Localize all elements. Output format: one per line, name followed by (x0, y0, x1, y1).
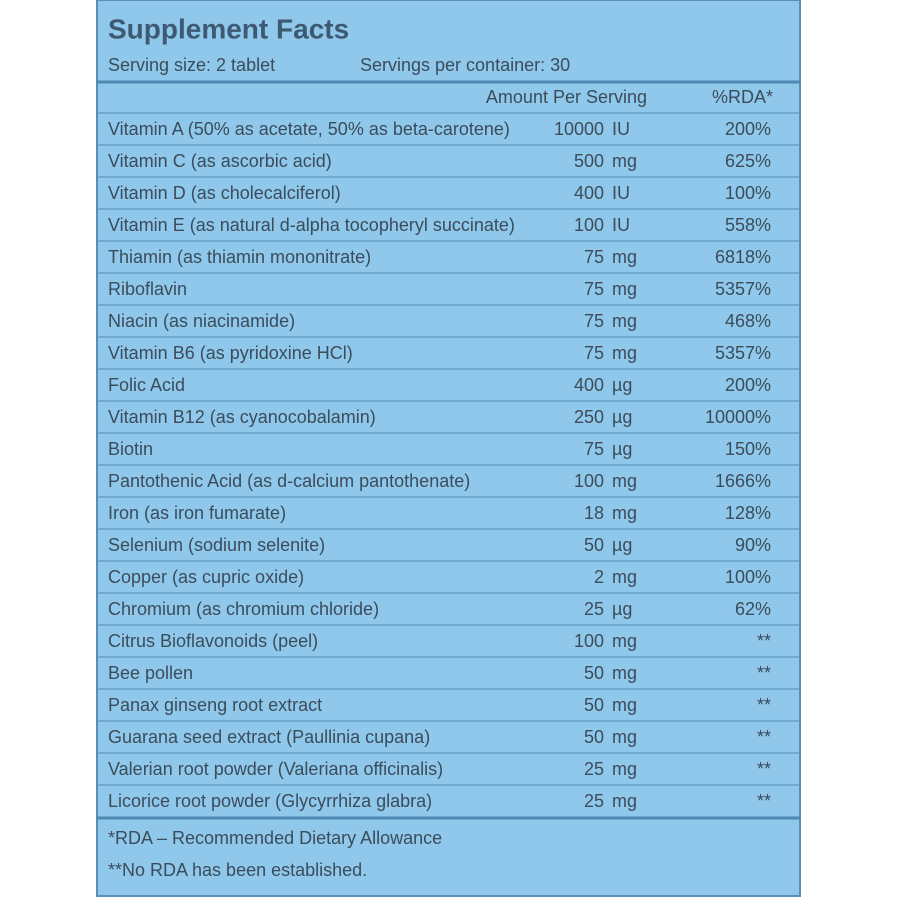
amount: 2 (594, 567, 604, 587)
nutrient-name: Folic Acid (108, 375, 185, 395)
servings-per-container: Servings per container: 30 (360, 55, 570, 75)
unit: mg (612, 791, 637, 811)
footnote: **No RDA has been established. (108, 860, 367, 880)
serving-size: Serving size: 2 tablet (108, 55, 275, 75)
unit: mg (612, 311, 637, 331)
unit: µg (612, 375, 632, 395)
rda: 558% (725, 215, 771, 235)
unit: IU (612, 215, 630, 235)
nutrient-name: Copper (as cupric oxide) (108, 567, 304, 587)
nutrient-name: Iron (as iron fumarate) (108, 503, 286, 523)
nutrient-name: Citrus Bioflavonoids (peel) (108, 631, 318, 651)
nutrient-name: Riboflavin (108, 279, 187, 299)
column-header: %RDA* (712, 87, 773, 107)
rda: 90% (735, 535, 771, 555)
rda: 150% (725, 439, 771, 459)
unit: µg (612, 599, 632, 619)
unit: mg (612, 279, 637, 299)
footnote: *RDA – Recommended Dietary Allowance (108, 828, 442, 848)
amount: 50 (584, 727, 604, 747)
amount: 400 (574, 183, 604, 203)
rda: 100% (725, 183, 771, 203)
unit: IU (612, 119, 630, 139)
rda: 468% (725, 311, 771, 331)
unit: mg (612, 503, 637, 523)
nutrient-name: Vitamin E (as natural d-alpha tocopheryl… (108, 215, 515, 235)
column-header: Amount Per Serving (486, 87, 647, 107)
unit: mg (612, 759, 637, 779)
unit: µg (612, 407, 632, 427)
unit: mg (612, 663, 637, 683)
amount: 18 (584, 503, 604, 523)
rows: Vitamin A (50% as acetate, 50% as beta-c… (97, 112, 800, 811)
panel-background (96, 0, 801, 897)
amount: 50 (584, 695, 604, 715)
title: Supplement Facts (108, 13, 349, 44)
rda: 1666% (715, 471, 771, 491)
unit: mg (612, 567, 637, 587)
nutrient-name: Selenium (sodium selenite) (108, 535, 325, 555)
amount: 75 (584, 439, 604, 459)
amount: 75 (584, 343, 604, 363)
amount: 10000 (554, 119, 604, 139)
unit: IU (612, 183, 630, 203)
nutrient-name: Chromium (as chromium chloride) (108, 599, 379, 619)
amount: 500 (574, 151, 604, 171)
rda: 10000% (705, 407, 771, 427)
amount: 100 (574, 215, 604, 235)
rda: 200% (725, 375, 771, 395)
rda: 5357% (715, 279, 771, 299)
unit: mg (612, 695, 637, 715)
nutrient-name: Licorice root powder (Glycyrrhiza glabra… (108, 791, 432, 811)
amount: 100 (574, 631, 604, 651)
nutrient-name: Valerian root powder (Valeriana officina… (108, 759, 443, 779)
amount: 50 (584, 535, 604, 555)
amount: 75 (584, 279, 604, 299)
rda: 6818% (715, 247, 771, 267)
rda: ** (757, 631, 771, 651)
nutrient-name: Panax ginseng root extract (108, 695, 322, 715)
amount: 25 (584, 599, 604, 619)
unit: mg (612, 247, 637, 267)
nutrient-name: Vitamin B12 (as cyanocobalamin) (108, 407, 376, 427)
unit: mg (612, 471, 637, 491)
nutrient-name: Pantothenic Acid (as d-calcium pantothen… (108, 471, 470, 491)
rda: 5357% (715, 343, 771, 363)
unit: mg (612, 727, 637, 747)
rda: 625% (725, 151, 771, 171)
rda: ** (757, 727, 771, 747)
rda: ** (757, 695, 771, 715)
rda: ** (757, 759, 771, 779)
amount: 50 (584, 663, 604, 683)
amount: 25 (584, 759, 604, 779)
amount: 250 (574, 407, 604, 427)
nutrient-name: Thiamin (as thiamin mononitrate) (108, 247, 371, 267)
unit: µg (612, 535, 632, 555)
nutrient-name: Vitamin A (50% as acetate, 50% as beta-c… (108, 119, 510, 139)
nutrient-name: Niacin (as niacinamide) (108, 311, 295, 331)
nutrient-name: Guarana seed extract (Paullinia cupana) (108, 727, 430, 747)
unit: mg (612, 151, 637, 171)
nutrient-name: Bee pollen (108, 663, 193, 683)
unit: mg (612, 343, 637, 363)
nutrient-name: Biotin (108, 439, 153, 459)
amount: 75 (584, 247, 604, 267)
unit: mg (612, 631, 637, 651)
amount: 25 (584, 791, 604, 811)
nutrient-name: Vitamin D (as cholecalciferol) (108, 183, 341, 203)
rda: 200% (725, 119, 771, 139)
amount: 100 (574, 471, 604, 491)
rda: 100% (725, 567, 771, 587)
nutrient-name: Vitamin C (as ascorbic acid) (108, 151, 332, 171)
nutrient-name: Vitamin B6 (as pyridoxine HCl) (108, 343, 353, 363)
amount: 400 (574, 375, 604, 395)
unit: µg (612, 439, 632, 459)
rda: ** (757, 663, 771, 683)
rda: ** (757, 791, 771, 811)
amount: 75 (584, 311, 604, 331)
rda: 62% (735, 599, 771, 619)
rda: 128% (725, 503, 771, 523)
